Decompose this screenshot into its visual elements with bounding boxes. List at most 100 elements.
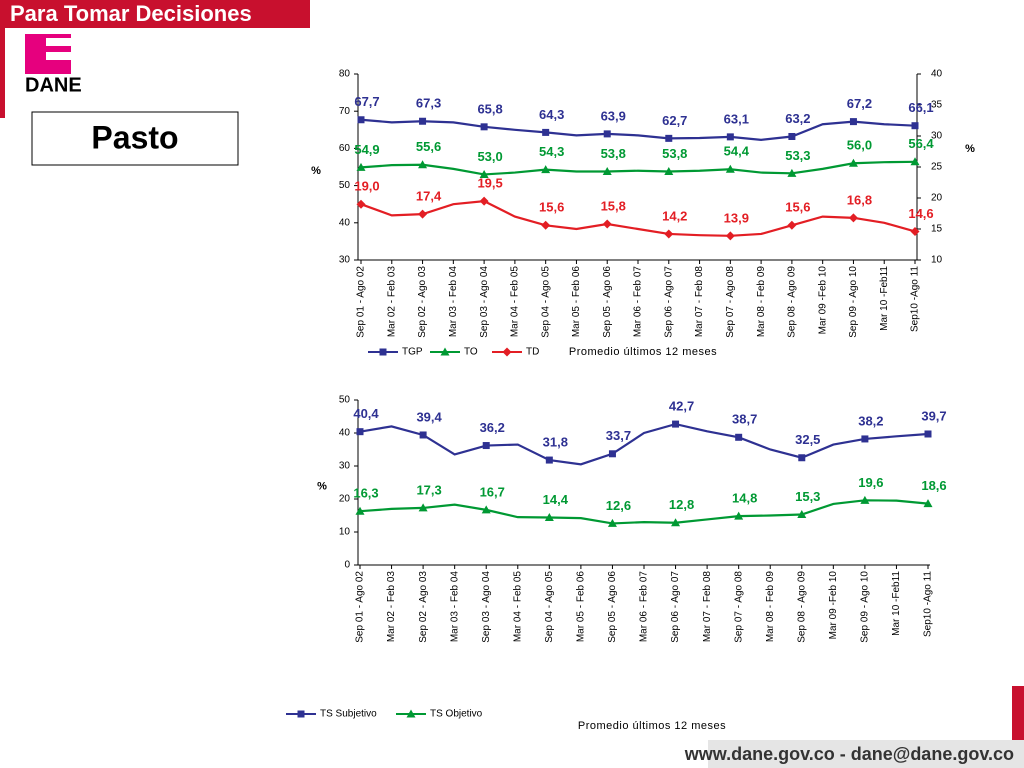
banner bbox=[0, 0, 310, 28]
y-tick-label: 40 bbox=[339, 217, 351, 228]
data-label: 55,6 bbox=[416, 139, 441, 154]
city-box bbox=[31, 111, 239, 166]
x-axis-title: Promedio últimos 12 meses bbox=[569, 346, 717, 358]
data-label: 32,5 bbox=[795, 432, 820, 447]
data-label: 63,2 bbox=[785, 111, 810, 126]
point-marker bbox=[482, 442, 490, 450]
x-tick-label: Mar 08 - Feb 09 bbox=[765, 571, 776, 643]
point-marker bbox=[725, 164, 735, 173]
data-label: 16,7 bbox=[480, 484, 505, 499]
data-label: 38,2 bbox=[858, 413, 883, 428]
point-marker bbox=[861, 435, 869, 443]
data-label: 67,2 bbox=[847, 96, 872, 111]
data-label: 17,4 bbox=[416, 189, 442, 204]
data-label: 56,4 bbox=[908, 136, 934, 151]
legend-label: TD bbox=[526, 347, 539, 358]
point-marker bbox=[910, 226, 920, 236]
x-tick-label: Mar 10 -Feb11 bbox=[891, 571, 902, 636]
data-label: 33,7 bbox=[606, 428, 631, 443]
point-marker bbox=[608, 450, 616, 458]
data-label: 63,9 bbox=[601, 108, 626, 123]
y-tick-label: 30 bbox=[339, 255, 351, 266]
data-label: 56,0 bbox=[847, 138, 872, 153]
data-label: 18,6 bbox=[921, 478, 946, 493]
data-label: 14,4 bbox=[543, 492, 569, 507]
x-tick-label: Sep 08 - Ago 09 bbox=[787, 266, 798, 338]
point-marker bbox=[924, 430, 932, 438]
footer-edge bbox=[1012, 686, 1024, 740]
x-tick-label: Mar 05 - Feb 06 bbox=[576, 571, 587, 643]
data-label: 13,9 bbox=[724, 210, 749, 225]
point-marker bbox=[734, 511, 744, 520]
point-marker bbox=[545, 456, 553, 464]
data-label: 16,3 bbox=[353, 486, 378, 501]
y2-tick-label: 35 bbox=[931, 100, 943, 111]
logo-stripe bbox=[46, 52, 76, 60]
x-tick-label: Sep 08 - Ago 09 bbox=[796, 571, 807, 643]
data-label: 64,3 bbox=[539, 107, 564, 122]
legend-marker bbox=[379, 348, 387, 356]
x-tick-label: Mar 04 - Feb 05 bbox=[512, 571, 523, 643]
series-line bbox=[360, 199, 916, 237]
legend-marker bbox=[502, 347, 512, 357]
data-label: 31,8 bbox=[543, 434, 568, 449]
point-marker bbox=[664, 229, 674, 239]
point-marker bbox=[787, 168, 797, 177]
point-marker bbox=[356, 162, 366, 171]
point-marker bbox=[788, 132, 796, 140]
data-label: 15,3 bbox=[795, 489, 820, 504]
data-label: 39,4 bbox=[416, 409, 442, 424]
y-tick-label: 10 bbox=[339, 527, 351, 538]
y-tick-label: 0 bbox=[344, 560, 350, 571]
x-tick-label: Mar 08 - Feb 09 bbox=[756, 266, 767, 338]
x-tick-label: Mar 02 - Feb 03 bbox=[386, 571, 397, 643]
x-tick-label: Sep 09 - Ago 10 bbox=[860, 571, 871, 643]
point-marker bbox=[665, 134, 673, 142]
x-tick-label: Mar 10 -Feb11 bbox=[879, 266, 890, 331]
data-label: 63,1 bbox=[724, 111, 749, 126]
point-marker bbox=[911, 122, 919, 130]
point-marker bbox=[541, 220, 551, 230]
data-label: 53,8 bbox=[601, 146, 626, 161]
point-marker bbox=[418, 503, 428, 512]
data-label: 54,3 bbox=[539, 144, 564, 159]
data-label: 54,4 bbox=[724, 144, 750, 159]
data-label: 53,8 bbox=[662, 146, 687, 161]
data-label: 17,3 bbox=[416, 482, 441, 497]
x-tick-label: Mar 05 - Feb 06 bbox=[571, 266, 582, 338]
y-tick-label: 20 bbox=[339, 494, 351, 505]
point-marker bbox=[848, 158, 858, 167]
legend-label: TO bbox=[464, 347, 478, 358]
point-marker bbox=[798, 454, 806, 462]
legend-label: TS Subjetivo bbox=[320, 709, 377, 720]
legend-marker bbox=[297, 710, 305, 718]
point-marker bbox=[910, 157, 920, 166]
series-line bbox=[359, 499, 929, 525]
point-marker bbox=[849, 118, 857, 126]
y2-tick-label: 25 bbox=[931, 162, 943, 173]
point-marker bbox=[479, 169, 489, 178]
x-axis-title: Promedio últimos 12 meses bbox=[578, 720, 726, 732]
point-marker bbox=[725, 231, 735, 241]
point-marker bbox=[923, 499, 933, 508]
data-label: 19,6 bbox=[858, 475, 883, 490]
y2-tick-label: 15 bbox=[931, 224, 943, 235]
point-marker bbox=[671, 518, 681, 527]
point-marker bbox=[481, 505, 491, 514]
x-tick-label: Sep 06 - Ago 07 bbox=[670, 571, 681, 643]
footer-bar bbox=[708, 740, 1024, 768]
point-marker bbox=[860, 495, 870, 504]
x-tick-label: Mar 09 -Feb 10 bbox=[828, 571, 839, 640]
point-marker bbox=[357, 116, 365, 124]
x-tick-label: Sep 05 - Ago 06 bbox=[607, 571, 618, 643]
data-label: 66,1 bbox=[908, 100, 933, 115]
data-label: 14,2 bbox=[662, 208, 687, 223]
point-marker bbox=[797, 510, 807, 519]
footer-text: www.dane.gov.co - dane@dane.gov.co bbox=[684, 744, 1014, 764]
x-tick-label: Sep 07 - Ago 08 bbox=[733, 571, 744, 643]
x-tick-label: Sep 01 - Ago 02 bbox=[356, 266, 367, 338]
y-tick-label: 40 bbox=[339, 428, 351, 439]
point-marker bbox=[602, 219, 612, 229]
legend-marker bbox=[406, 709, 416, 718]
